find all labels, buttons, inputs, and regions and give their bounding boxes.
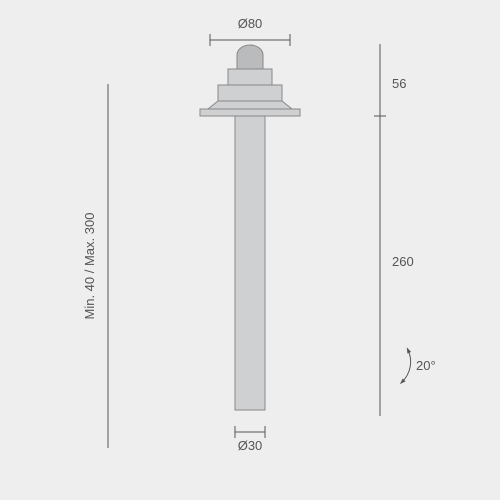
fixture-tube	[235, 116, 265, 410]
fixture-flange	[200, 109, 300, 116]
dim-top-diameter: Ø80	[210, 16, 290, 40]
fixture-shoulder	[208, 101, 292, 109]
label-lower-height: 260	[392, 254, 414, 269]
label-upper-height: 56	[392, 76, 406, 91]
dim-tilt-angle: 20°	[402, 350, 436, 382]
fixture-step-upper	[228, 69, 272, 85]
fixture-drawing	[200, 45, 300, 410]
label-bottom-diameter: Ø30	[238, 438, 263, 453]
fixture-step-lower	[218, 85, 282, 101]
label-tilt-angle: 20°	[416, 358, 436, 373]
dim-right: 56 260	[374, 50, 414, 410]
label-left-range: Min. 40 / Max. 300	[82, 213, 97, 320]
dim-left-range: Min. 40 / Max. 300	[82, 90, 108, 442]
label-top-diameter: Ø80	[238, 16, 263, 31]
dim-bottom-diameter: Ø30	[235, 432, 265, 453]
fixture-cap	[237, 45, 263, 69]
